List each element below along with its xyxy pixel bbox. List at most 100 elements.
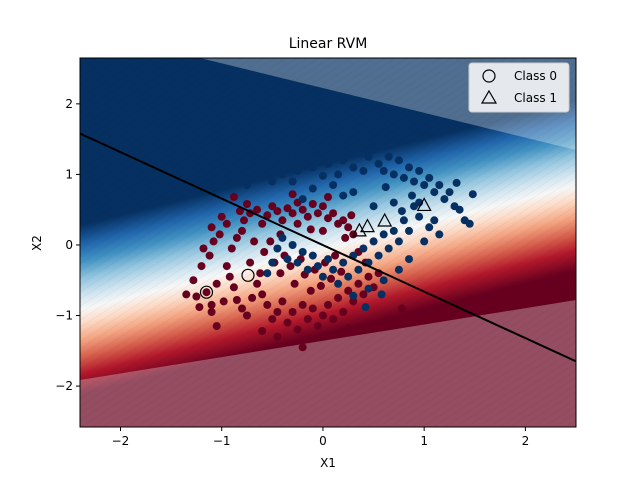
data-point-class-0 [207, 223, 216, 232]
data-point-class-0 [344, 223, 353, 232]
data-point-class-1 [405, 163, 413, 172]
relevance-vector-triangle [377, 212, 393, 227]
data-point-class-0 [364, 272, 373, 281]
data-point-class-0 [248, 293, 257, 302]
relevance-vector-triangle [359, 218, 375, 233]
data-point-class-0 [334, 293, 343, 302]
data-point-class-1 [324, 159, 332, 168]
data-point-class-0 [341, 233, 350, 242]
data-point-class-1 [313, 262, 322, 271]
data-point-class-1 [334, 170, 343, 179]
legend-label-class-1: Class 1 [514, 91, 557, 105]
data-point-class-1 [318, 142, 327, 151]
data-point-class-0 [229, 193, 238, 201]
plot-area [79, 57, 577, 428]
data-point-class-1 [278, 233, 287, 242]
data-point-class-0 [232, 296, 241, 304]
data-point-class-0 [339, 216, 348, 225]
data-point-class-1 [389, 170, 398, 179]
legend: Class 0 Class 1 [468, 62, 570, 113]
data-point-class-1 [430, 216, 439, 225]
data-point-class-0 [266, 237, 275, 246]
data-point-class-0 [253, 279, 262, 288]
data-point-class-0 [306, 225, 315, 234]
scatter-points [182, 122, 477, 352]
relevance-vector-triangle [351, 222, 367, 237]
data-point-class-1 [359, 166, 368, 175]
data-point-class-0 [268, 202, 277, 211]
data-point-class-1 [288, 241, 297, 249]
y-tick-label: 1 [65, 167, 73, 181]
data-point-class-0 [268, 315, 277, 324]
data-point-class-1 [394, 156, 403, 165]
data-point-class-1 [384, 244, 393, 253]
circle-marker-icon [482, 69, 496, 83]
data-point-class-1 [410, 177, 418, 186]
data-point-class-0 [298, 300, 307, 309]
data-point-class-1 [256, 145, 265, 154]
axes-frame [79, 57, 577, 428]
data-point-class-1 [452, 178, 461, 187]
data-point-class-1 [440, 195, 449, 204]
data-point-class-1 [339, 258, 348, 267]
y-tick-label: −1 [55, 309, 73, 323]
data-point-class-0 [324, 193, 332, 201]
data-point-class-1 [349, 163, 358, 172]
data-point-class-1 [379, 230, 388, 239]
x-tick-label: −2 [112, 434, 130, 448]
data-point-class-1 [374, 159, 383, 168]
data-point-class-0 [222, 219, 231, 228]
data-point-class-0 [217, 212, 226, 221]
data-point-class-1 [313, 152, 322, 161]
data-point-class-1 [369, 237, 378, 246]
data-point-class-0 [288, 209, 297, 218]
data-point-class-0 [278, 297, 287, 306]
data-point-class-1 [288, 149, 297, 158]
data-point-class-1 [435, 230, 444, 239]
data-point-class-0 [290, 279, 299, 288]
data-point-class-1 [394, 265, 403, 274]
x-axis-label: X1 [320, 456, 336, 470]
data-point-class-0 [258, 327, 267, 335]
data-point-class-1 [364, 152, 373, 161]
data-point-class-1 [369, 202, 378, 211]
data-point-class-1 [339, 191, 348, 200]
data-point-class-0 [212, 322, 221, 331]
y-tick-label: −2 [55, 379, 73, 393]
relevance-vector-triangle [416, 197, 432, 212]
data-point-class-0 [253, 205, 262, 214]
data-point-class-0 [283, 204, 292, 213]
data-point-class-0 [293, 219, 302, 228]
data-point-class-1 [354, 265, 363, 274]
x-tick-label: 0 [319, 434, 327, 448]
data-point-class-0 [318, 311, 327, 320]
data-point-class-1 [334, 279, 343, 288]
data-point-class-1 [435, 181, 444, 189]
data-point-class-1 [389, 226, 398, 235]
data-point-class-0 [258, 290, 267, 299]
data-point-class-1 [308, 163, 317, 172]
relevance-vector-circle [199, 285, 214, 299]
data-point-class-0 [215, 230, 224, 239]
data-point-class-0 [286, 262, 295, 271]
data-point-class-0 [207, 308, 216, 316]
data-point-class-1 [381, 183, 390, 192]
data-point-class-1 [405, 255, 413, 264]
data-point-class-1 [465, 219, 474, 228]
data-point-class-1 [308, 251, 317, 260]
data-point-class-1 [344, 272, 353, 281]
x-tick-label: 1 [420, 434, 428, 448]
data-point-class-0 [246, 258, 255, 267]
data-point-class-1 [405, 226, 413, 235]
data-point-class-1 [349, 188, 358, 197]
data-point-class-1 [349, 291, 358, 300]
data-point-class-1 [308, 184, 317, 193]
data-point-class-0 [318, 202, 327, 211]
data-point-class-1 [329, 149, 338, 158]
data-point-class-0 [243, 311, 251, 320]
data-point-class-0 [339, 308, 348, 316]
data-point-class-0 [205, 251, 214, 260]
data-point-class-1 [415, 212, 424, 221]
data-point-class-1 [253, 156, 262, 165]
